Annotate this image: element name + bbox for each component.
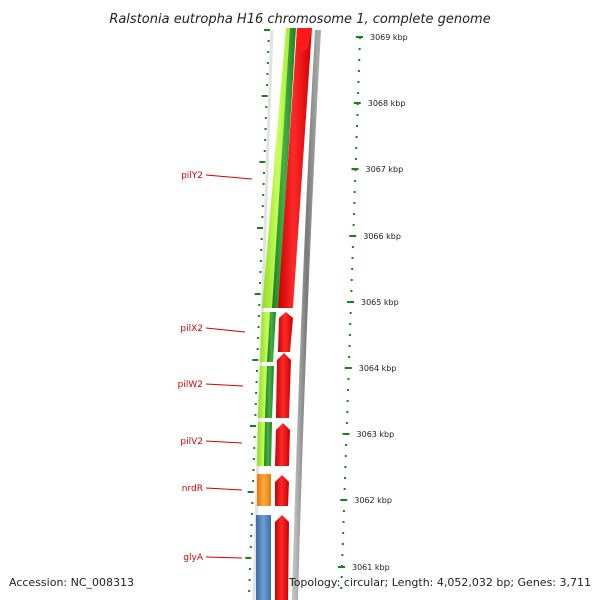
- cds-red-nrdr: [275, 475, 289, 506]
- cds-red-pilw2: [276, 353, 291, 418]
- genome-summary-text: Topology: circular; Length: 4,052,032 bp…: [288, 576, 591, 589]
- scale-label: 3063 kbp: [357, 430, 395, 439]
- map-title: Ralstonia eutropha H16 chromosome 1, com…: [109, 12, 490, 27]
- gene-leader-line: [205, 174, 253, 180]
- scale-label: 3068 kbp: [368, 99, 406, 108]
- gene-leader-line: [205, 487, 243, 491]
- gc-skew-ticks: [245, 29, 270, 592]
- scale-label: 3064 kbp: [359, 364, 397, 373]
- cds-red-pilx2: [278, 312, 293, 352]
- cds-green-pilv2: [264, 422, 272, 466]
- backbone-ring: [292, 29, 321, 600]
- gene-labels: pilY2 pilX2 pilW2 pilV2 nrdR glyA: [178, 171, 253, 563]
- gene-label-pilx2: pilX2: [180, 324, 203, 334]
- cds-arrow-top: [296, 28, 312, 52]
- gene-leader-line: [205, 327, 246, 333]
- gene-label-glya: glyA: [183, 553, 204, 563]
- cds-red-pilv2: [275, 423, 290, 466]
- scale-label: 3067 kbp: [366, 165, 404, 174]
- gene-label-nrdr: nrdR: [182, 484, 203, 494]
- gene-leader-line: [205, 440, 243, 444]
- gene-leader-line: [205, 556, 243, 559]
- cds-red-upper: [278, 28, 312, 308]
- scale-label: 3065 kbp: [361, 298, 399, 307]
- gene-label-pilw2: pilW2: [178, 380, 203, 390]
- scale-label: 3069 kbp: [370, 33, 408, 42]
- gene-leader-line: [205, 383, 244, 387]
- cds-orange-nrdr: [257, 474, 271, 506]
- scale-label: 3062 kbp: [354, 496, 392, 505]
- gene-label-pily2: pilY2: [181, 171, 203, 181]
- cds-blue-glya: [256, 515, 271, 600]
- gene-label-pilv2: pilV2: [180, 437, 203, 447]
- cds-red-glya: [275, 515, 289, 600]
- scale-ticks: [340, 37, 361, 589]
- scale-label: 3061 kbp: [352, 563, 390, 572]
- cds-green-pilw2: [265, 366, 274, 418]
- cds-green-upper: [272, 28, 296, 308]
- scale-label: 3066 kbp: [363, 232, 401, 241]
- cds-green-pilx2: [267, 312, 276, 362]
- scale-labels: 3069 kbp 3068 kbp 3067 kbp 3066 kbp 3065 kbp…: [338, 33, 408, 572]
- accession-text: Accession: NC_008313: [9, 576, 134, 589]
